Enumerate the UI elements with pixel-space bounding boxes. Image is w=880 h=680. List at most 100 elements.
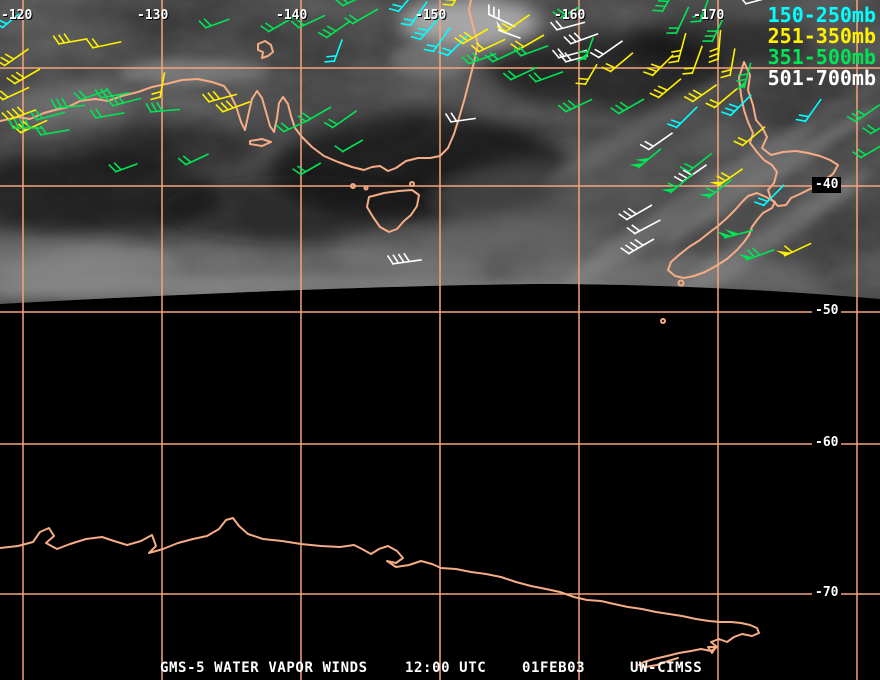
barb-feather bbox=[708, 52, 719, 58]
barb-feather bbox=[442, 3, 453, 6]
barb-shaft bbox=[519, 44, 549, 57]
barb-feather bbox=[1, 112, 10, 121]
wind-barb-yellow bbox=[201, 90, 238, 103]
barb-feather bbox=[657, 85, 668, 92]
wind-barb-green bbox=[513, 44, 549, 57]
barb-shaft bbox=[91, 40, 122, 49]
barb-feather bbox=[507, 70, 517, 78]
barb-pennant bbox=[709, 181, 725, 186]
barb-feather bbox=[11, 108, 20, 117]
barb-feather bbox=[498, 9, 500, 20]
wind-barb-green bbox=[552, 6, 580, 19]
islet bbox=[350, 183, 356, 189]
barb-feather bbox=[339, 0, 349, 4]
barb-shaft bbox=[409, 0, 428, 27]
coastline-kangaroo-island bbox=[249, 138, 272, 147]
wind-barb-green bbox=[738, 247, 775, 261]
barb-feather bbox=[392, 3, 403, 8]
barb-feather bbox=[410, 35, 421, 41]
wind-barb-green bbox=[260, 16, 295, 33]
barb-shaft bbox=[432, 26, 451, 53]
barb-feather bbox=[156, 101, 163, 112]
barb-shaft bbox=[149, 108, 180, 113]
barb-feather bbox=[17, 123, 27, 131]
wind-barb-green bbox=[846, 104, 880, 123]
legend-row-251-350: 251-350mb bbox=[767, 24, 876, 48]
barb-feather bbox=[35, 110, 43, 119]
barb-feather bbox=[721, 68, 732, 73]
wind-barb-green bbox=[557, 98, 593, 113]
barb-feather bbox=[673, 175, 684, 183]
barb-feather bbox=[721, 111, 731, 117]
barb-feather bbox=[94, 89, 102, 99]
barb-shaft bbox=[3, 48, 30, 67]
barb-shaft bbox=[723, 229, 754, 239]
barb-feather bbox=[573, 32, 582, 41]
longitude-label: -150 bbox=[415, 8, 447, 23]
barb-feather bbox=[52, 35, 60, 45]
barb-shaft bbox=[691, 84, 718, 103]
barb-pennant bbox=[629, 162, 645, 168]
legend-row-351-500: 351-500mb bbox=[767, 45, 876, 69]
barb-feather bbox=[567, 99, 577, 108]
barb-feather bbox=[736, 78, 747, 82]
barb-shaft bbox=[297, 14, 326, 29]
wind-barb-white bbox=[487, 4, 516, 28]
wind-barb-yellow bbox=[683, 84, 718, 103]
barb-shaft bbox=[114, 163, 138, 173]
coastline-antarctica bbox=[0, 517, 760, 668]
barb-feather bbox=[280, 122, 290, 130]
wind-barb-green bbox=[461, 52, 497, 65]
caption-bar: GMS-5 WATER VAPOR WINDS 12:00 UTC 01FEB0… bbox=[0, 660, 880, 680]
barb-feather bbox=[646, 67, 657, 73]
barb-feather bbox=[326, 25, 337, 32]
barb-feather bbox=[19, 118, 25, 129]
barb-feather bbox=[63, 33, 71, 43]
barb-shaft bbox=[717, 30, 722, 61]
barb-feather bbox=[657, 0, 669, 3]
barb-feather bbox=[568, 34, 577, 43]
barb-feather bbox=[668, 27, 679, 29]
barb-feather bbox=[34, 126, 42, 136]
wind-barb-green bbox=[699, 178, 733, 199]
barb-shaft bbox=[341, 0, 365, 7]
wind-barb-green bbox=[852, 145, 880, 159]
wind-barb-green bbox=[666, 6, 690, 35]
wind-barb-cyan bbox=[324, 39, 343, 63]
wind-barbs bbox=[0, 0, 880, 265]
coastline-nz-north-island bbox=[738, 61, 839, 207]
barb-feather bbox=[95, 108, 103, 118]
wind-barb-green bbox=[105, 94, 142, 107]
barb-feather bbox=[702, 40, 713, 42]
islet bbox=[660, 318, 666, 324]
wind-barb-green bbox=[734, 62, 752, 91]
barb-feather bbox=[454, 37, 464, 45]
barb-shaft bbox=[707, 178, 733, 199]
wind-barb-cyan bbox=[754, 184, 785, 207]
barb-feather bbox=[493, 6, 495, 17]
wind-barb-green bbox=[275, 118, 311, 133]
barb-shaft bbox=[341, 139, 364, 153]
barb-feather bbox=[295, 18, 305, 26]
barb-shaft bbox=[677, 32, 687, 63]
longitude-label: -130 bbox=[137, 8, 169, 23]
barb-feather bbox=[461, 56, 470, 65]
barb-feather bbox=[514, 40, 525, 48]
wind-barb-cyan bbox=[667, 106, 698, 129]
barb-feather bbox=[489, 52, 499, 60]
barb-feather bbox=[639, 143, 650, 151]
barb-shaft bbox=[744, 0, 763, 5]
barb-feather bbox=[58, 34, 66, 44]
barb-shaft bbox=[184, 153, 209, 166]
barb-feather bbox=[518, 46, 527, 55]
barb-feather bbox=[709, 98, 720, 105]
barb-feather bbox=[528, 74, 537, 83]
barb-feather bbox=[627, 207, 637, 215]
islet bbox=[677, 279, 685, 287]
wind-barb-cyan bbox=[795, 98, 822, 123]
barb-feather bbox=[578, 50, 589, 54]
wind-barb-green bbox=[652, 0, 676, 13]
barb-feather bbox=[426, 44, 437, 48]
barb-feather bbox=[145, 102, 152, 113]
barb-feather bbox=[207, 92, 215, 101]
